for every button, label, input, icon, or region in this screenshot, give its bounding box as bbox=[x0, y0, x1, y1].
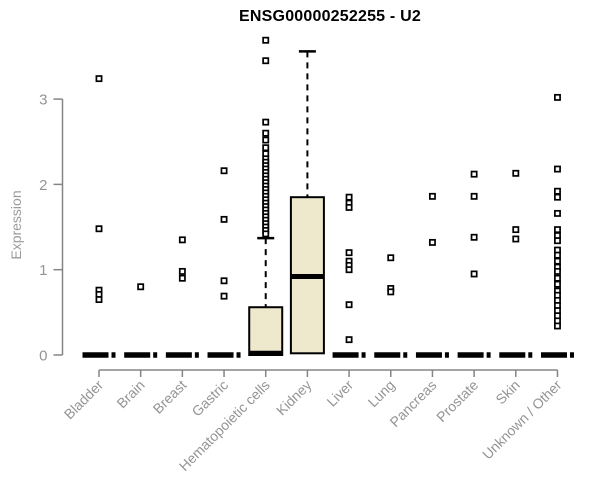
y-tick-label: 2 bbox=[39, 177, 47, 194]
outlier-point bbox=[220, 167, 228, 175]
box-group bbox=[374, 254, 408, 358]
chart-title: ENSG00000252255 - U2 bbox=[239, 8, 421, 25]
box-group bbox=[165, 236, 199, 358]
outlier-point bbox=[554, 209, 561, 217]
box-group bbox=[540, 93, 574, 358]
outlier-point bbox=[554, 280, 561, 288]
y-tick-label: 3 bbox=[39, 92, 47, 109]
outlier-point bbox=[554, 93, 561, 101]
x-tick-label: Bladder bbox=[61, 377, 107, 423]
outlier-point bbox=[95, 75, 103, 83]
outlier-point bbox=[178, 236, 186, 244]
outlier-point bbox=[470, 233, 478, 241]
outlier-point bbox=[262, 129, 270, 137]
y-tick-label: 0 bbox=[39, 348, 47, 365]
box-group bbox=[248, 36, 284, 356]
outlier-point bbox=[262, 118, 270, 126]
outlier-point bbox=[345, 203, 353, 211]
outlier-point bbox=[470, 270, 478, 278]
outlier-point bbox=[554, 274, 561, 282]
x-tick-label: Kidney bbox=[273, 377, 315, 419]
box-group bbox=[82, 75, 116, 358]
outlier-point bbox=[387, 254, 395, 262]
x-tick-label: Liver bbox=[323, 377, 356, 410]
x-tick-label: Skin bbox=[492, 377, 523, 408]
outlier-point bbox=[262, 57, 270, 65]
outlier-point bbox=[554, 226, 561, 234]
outlier-point bbox=[554, 322, 561, 330]
outlier-point bbox=[262, 144, 270, 152]
outlier-point bbox=[345, 266, 353, 274]
box-group bbox=[207, 167, 241, 358]
outlier-point bbox=[554, 165, 561, 173]
x-tick-label: Unknown / Other bbox=[479, 377, 565, 463]
outlier-point bbox=[554, 237, 561, 245]
outlier-point bbox=[95, 296, 103, 304]
outlier-point bbox=[554, 257, 561, 265]
box-group bbox=[457, 170, 491, 358]
box-rect bbox=[248, 306, 284, 356]
outlier-point bbox=[178, 267, 186, 275]
x-tick-label: Breast bbox=[150, 377, 190, 417]
box-group bbox=[415, 192, 449, 358]
outlier-point bbox=[428, 238, 436, 246]
outlier-point bbox=[554, 251, 561, 259]
box-group bbox=[499, 169, 533, 358]
outlier-point bbox=[220, 215, 228, 223]
x-tick-label: Brain bbox=[113, 377, 147, 411]
x-tick-label: Lung bbox=[365, 377, 398, 410]
outlier-point bbox=[387, 288, 395, 296]
outlier-point bbox=[262, 230, 270, 238]
outlier-point bbox=[470, 170, 478, 178]
outlier-point bbox=[95, 225, 103, 233]
outlier-point bbox=[345, 193, 353, 201]
outlier-point bbox=[345, 249, 353, 257]
outlier-point bbox=[470, 192, 478, 200]
outlier-point bbox=[262, 36, 270, 44]
y-tick-label: 1 bbox=[39, 262, 47, 279]
box-group bbox=[124, 283, 158, 358]
x-tick-label: Prostate bbox=[433, 377, 481, 425]
outlier-point bbox=[554, 187, 561, 195]
outlier-point bbox=[554, 193, 561, 201]
box-group bbox=[332, 193, 366, 358]
outlier-point bbox=[345, 336, 353, 344]
outlier-point bbox=[178, 274, 186, 282]
outlier-point bbox=[512, 169, 520, 177]
y-axis: 0 1 2 3 bbox=[39, 92, 64, 365]
outlier-point bbox=[220, 277, 228, 285]
outlier-point bbox=[345, 301, 353, 309]
outlier-point bbox=[554, 267, 561, 275]
outlier-point bbox=[137, 283, 145, 291]
outlier-point bbox=[220, 292, 228, 300]
outlier-point bbox=[262, 136, 270, 144]
outlier-point bbox=[428, 192, 436, 200]
outlier-point bbox=[512, 235, 520, 243]
box-group bbox=[289, 50, 325, 355]
outlier-point bbox=[512, 226, 520, 234]
